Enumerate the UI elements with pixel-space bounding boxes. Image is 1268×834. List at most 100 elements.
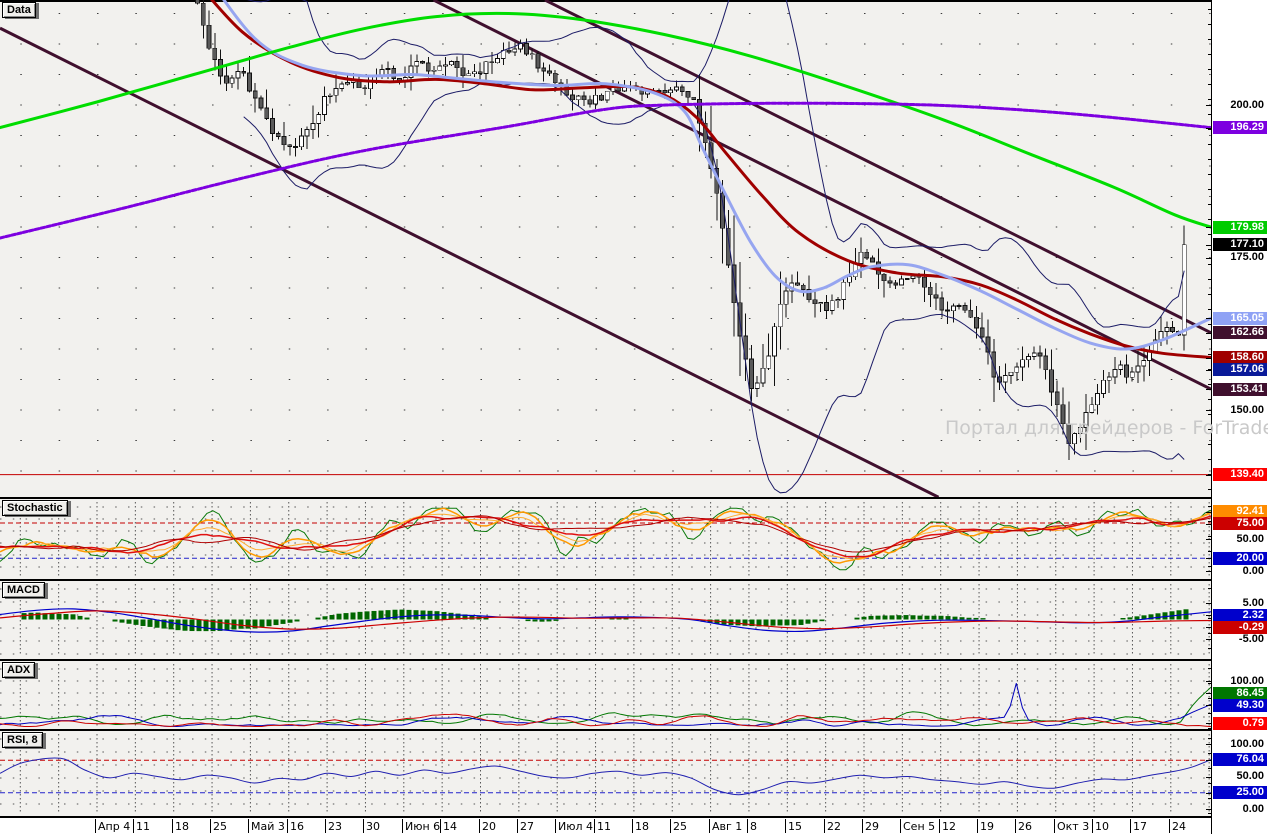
panel-separator[interactable]	[0, 497, 1268, 499]
time-axis-separator	[555, 819, 556, 833]
panel-separator[interactable]	[0, 729, 1268, 731]
panel-button-data[interactable]: Data	[2, 2, 36, 18]
time-axis-label: Авг 1	[712, 820, 743, 833]
price-axis-label: 158.60	[1213, 351, 1267, 364]
axis-tick	[1206, 389, 1212, 390]
macd-panel-canvas[interactable]	[0, 581, 1211, 659]
price-axis-label: 25.00	[1213, 786, 1267, 799]
price-axis-label: 49.30	[1213, 699, 1267, 712]
price-axis-label: 0.00	[1242, 565, 1264, 577]
time-axis-separator	[594, 819, 595, 833]
time-axis-label: Апр 4	[98, 820, 131, 833]
axis-tick	[1208, 738, 1212, 739]
axis-tick	[1206, 744, 1212, 745]
axis-tick	[1206, 793, 1212, 794]
price-axis-label: 139.40	[1213, 468, 1267, 481]
time-axis-separator	[1015, 819, 1016, 833]
panel-button-adx[interactable]: ADX	[2, 662, 36, 678]
axis-tick	[1206, 358, 1212, 359]
axis-tick	[1206, 524, 1212, 525]
axis-tick	[1208, 459, 1212, 460]
axis-tick	[1206, 705, 1212, 706]
axis-tick	[1208, 264, 1212, 265]
axis-tick	[1206, 245, 1212, 246]
rsi-panel-canvas[interactable]	[0, 731, 1211, 816]
time-axis-label: Май 3	[251, 820, 285, 833]
time-axis-label: 12	[942, 820, 956, 833]
price-axis-label: 200.00	[1230, 99, 1264, 111]
time-axis-separator	[824, 819, 825, 833]
axis-tick	[1208, 566, 1212, 567]
axis-tick	[1208, 713, 1212, 714]
axis-tick	[1208, 551, 1212, 552]
time-axis-separator	[632, 819, 633, 833]
panel-button-stochastic[interactable]: Stochastic	[2, 500, 68, 516]
time-axis-separator	[939, 819, 940, 833]
time-axis-label: 26	[1018, 820, 1032, 833]
price-axis-label: 153.41	[1213, 383, 1267, 396]
time-axis-label: 27	[520, 820, 534, 833]
time-axis[interactable]: Апр 4 11 18 25 Май 3 16 23 30 Июн 6 14 20 27 Июл 4 11…	[0, 818, 1268, 834]
axis-tick	[1206, 539, 1212, 540]
axis-tick	[1206, 693, 1212, 694]
time-axis-label: 23	[328, 820, 342, 833]
panel-separator[interactable]	[0, 659, 1268, 661]
axis-tick	[1208, 84, 1212, 85]
stochastic-panel-canvas[interactable]	[0, 499, 1211, 579]
axis-tick	[1208, 159, 1212, 160]
time-axis-separator	[95, 819, 96, 833]
price-axis-label: 86.45	[1213, 687, 1267, 700]
time-axis-label: 11	[597, 820, 611, 833]
time-axis-separator	[210, 819, 211, 833]
time-axis-separator	[1169, 819, 1170, 833]
axis-tick	[1208, 618, 1212, 619]
panel-button-macd[interactable]: MACD	[2, 582, 45, 598]
price-axis-label: 175.00	[1230, 251, 1264, 263]
panel-separator[interactable]	[0, 579, 1268, 581]
axis-tick	[1208, 444, 1212, 445]
axis-tick	[1208, 698, 1212, 699]
time-axis-label: 25	[673, 820, 687, 833]
axis-tick	[1206, 571, 1212, 572]
panel-separator[interactable]	[0, 816, 1268, 818]
price-axis-label: 20.00	[1213, 552, 1267, 565]
axis-tick	[1206, 723, 1212, 724]
axis-tick	[1208, 798, 1212, 799]
price-axis-label: 150.00	[1230, 404, 1264, 416]
axis-tick	[1208, 668, 1212, 669]
time-axis-separator	[1092, 819, 1093, 833]
axis-tick	[1208, 144, 1212, 145]
axis-tick	[1208, 521, 1212, 522]
axis-tick	[1208, 414, 1212, 415]
axis-tick	[1208, 309, 1212, 310]
axis-tick	[1208, 588, 1212, 589]
time-axis-label: 24	[1172, 820, 1186, 833]
price-axis-label: 100.00	[1230, 675, 1264, 687]
axis-tick	[1206, 370, 1212, 371]
adx-panel-canvas[interactable]	[0, 661, 1211, 729]
price-axis-column[interactable]	[1212, 0, 1268, 818]
axis-tick	[1206, 258, 1212, 259]
price-axis-label: 0.00	[1242, 803, 1264, 815]
axis-tick	[1208, 783, 1212, 784]
time-axis-label: 14	[443, 820, 457, 833]
time-axis-separator	[325, 819, 326, 833]
time-axis-label: 16	[290, 820, 304, 833]
time-axis-separator	[1130, 819, 1131, 833]
time-axis-label: 20	[482, 820, 496, 833]
axis-tick	[1208, 204, 1212, 205]
window-top-border	[0, 0, 1268, 2]
price-axis-label: 162.66	[1213, 326, 1267, 339]
time-axis-separator	[517, 819, 518, 833]
axis-tick	[1208, 813, 1212, 814]
price-axis-label: 196.29	[1213, 121, 1267, 134]
panel-button-rsi[interactable]: RSI, 8	[2, 732, 43, 748]
axis-tick	[1208, 768, 1212, 769]
axis-tick	[1206, 760, 1212, 761]
axis-tick	[1206, 558, 1212, 559]
time-axis-separator	[900, 819, 901, 833]
axis-tick	[1208, 489, 1212, 490]
main-chart-canvas[interactable]	[0, 0, 1211, 497]
axis-tick	[1206, 777, 1212, 778]
price-axis-label: 5.00	[1242, 597, 1264, 609]
